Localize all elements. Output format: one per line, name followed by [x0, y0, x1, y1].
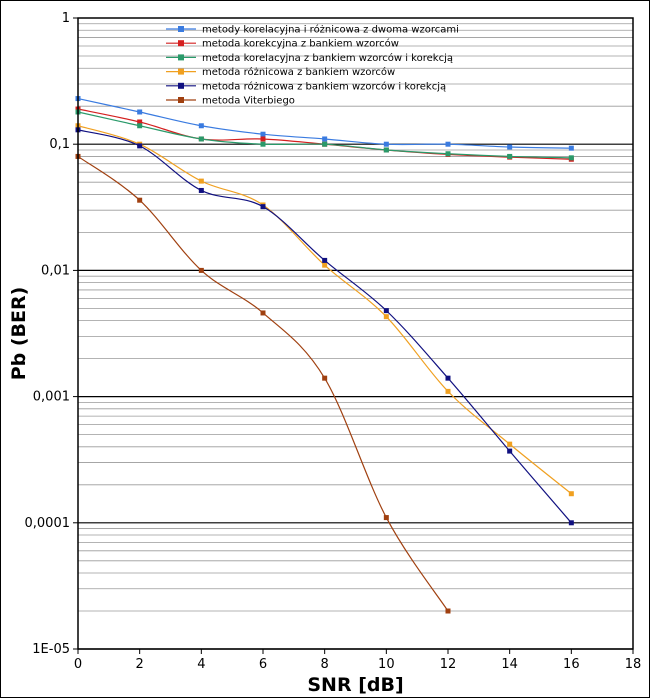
- x-tick-label: 14: [501, 657, 518, 672]
- legend-label: metoda korekcyjna z bankiem wzorców: [202, 38, 399, 50]
- data-point: [260, 141, 266, 147]
- data-point: [383, 314, 389, 320]
- data-point: [322, 141, 328, 147]
- y-tick-label: 0,001: [33, 390, 70, 405]
- x-tick-label: 18: [625, 657, 642, 672]
- series-6: [75, 153, 451, 614]
- x-tick-label: 4: [197, 657, 205, 672]
- x-axis-title: SNR [dB]: [307, 674, 403, 696]
- series-4: [75, 123, 574, 497]
- data-point: [445, 141, 451, 147]
- legend: metody korelacyjna i różnicowa z dwoma w…: [166, 24, 459, 107]
- x-tick-label: 16: [563, 657, 580, 672]
- series-line: [77, 125, 572, 495]
- data-point: [322, 136, 328, 142]
- data-point: [568, 520, 574, 526]
- data-point: [137, 197, 143, 203]
- x-tick-label: 6: [259, 657, 267, 672]
- x-tick-label: 2: [136, 657, 144, 672]
- data-point: [383, 515, 389, 521]
- series-line: [77, 155, 449, 612]
- legend-label: metoda korelacyjna z bankiem wzorców i k…: [202, 52, 453, 64]
- data-point: [137, 123, 143, 129]
- legend-label: metoda różnicowa z bankiem wzorców: [202, 66, 395, 78]
- legend-swatch-marker: [178, 54, 184, 61]
- data-point: [260, 136, 266, 142]
- series-line: [77, 129, 572, 524]
- series-5: [75, 127, 574, 526]
- data-point: [198, 123, 204, 129]
- data-point: [198, 136, 204, 142]
- x-tick-label: 0: [74, 657, 82, 672]
- legend-label: metoda różnicowa z bankiem wzorców i kor…: [202, 80, 446, 92]
- plot-area: [77, 17, 634, 650]
- axis-ticks: 0 2 4 6 8 10 12 14 16 18 1 0,1 0,01 0,001 0,0001 1E-05: [25, 11, 642, 672]
- data-point: [507, 153, 513, 159]
- x-tick-label: 12: [440, 657, 457, 672]
- series-layer: [75, 96, 574, 614]
- series-line: [77, 108, 572, 160]
- y-tick-label: 1E-05: [32, 642, 70, 657]
- legend-swatch-marker: [178, 68, 184, 75]
- data-point: [383, 147, 389, 153]
- data-point: [198, 178, 204, 184]
- data-point: [507, 441, 513, 447]
- data-point: [507, 448, 513, 454]
- data-point: [445, 375, 451, 381]
- y-tick-label: 1: [62, 11, 70, 26]
- data-point: [322, 375, 328, 381]
- data-point: [260, 310, 266, 316]
- data-point: [445, 388, 451, 394]
- data-point: [322, 262, 328, 268]
- data-point: [383, 308, 389, 314]
- data-point: [198, 187, 204, 193]
- data-point: [137, 143, 143, 149]
- data-point: [260, 204, 266, 210]
- data-point: [445, 608, 451, 614]
- legend-label: metody korelacyjna i różnicowa z dwoma w…: [202, 24, 459, 36]
- legend-label: metoda Viterbiego: [202, 96, 295, 107]
- data-point: [568, 155, 574, 161]
- x-tick-label: 10: [378, 657, 395, 672]
- legend-swatch-marker: [178, 82, 184, 89]
- data-point: [322, 257, 328, 263]
- legend-swatch-marker: [178, 40, 184, 47]
- data-point: [137, 119, 143, 125]
- data-point: [260, 131, 266, 137]
- data-point: [568, 145, 574, 151]
- y-axis-title: Pb (BER): [8, 287, 30, 381]
- y-tick-label: 0,1: [49, 137, 70, 152]
- y-tick-label: 0,01: [41, 263, 70, 278]
- y-tick-label: 0,0001: [25, 516, 71, 531]
- data-point: [383, 141, 389, 147]
- data-point: [198, 267, 204, 273]
- legend-swatch-marker: [178, 26, 184, 32]
- data-point: [445, 151, 451, 157]
- legend-swatch-marker: [178, 97, 184, 103]
- data-point: [568, 491, 574, 497]
- data-point: [507, 144, 513, 150]
- x-tick-label: 8: [321, 657, 329, 672]
- data-point: [137, 109, 143, 115]
